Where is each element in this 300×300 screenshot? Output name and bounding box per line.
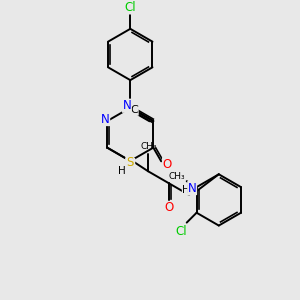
- Text: S: S: [126, 156, 134, 169]
- Text: N: N: [101, 112, 110, 126]
- Text: O: O: [163, 158, 172, 171]
- Text: H: H: [118, 166, 125, 176]
- Text: O: O: [164, 201, 173, 214]
- Text: N: N: [188, 182, 197, 195]
- Text: Cl: Cl: [175, 225, 187, 238]
- Text: N: N: [122, 99, 131, 112]
- Text: Cl: Cl: [124, 1, 136, 13]
- Text: CH₃: CH₃: [141, 142, 158, 151]
- Text: C: C: [130, 105, 138, 115]
- Text: N: N: [126, 158, 135, 171]
- Text: H: H: [182, 185, 190, 195]
- Text: CH₃: CH₃: [169, 172, 185, 181]
